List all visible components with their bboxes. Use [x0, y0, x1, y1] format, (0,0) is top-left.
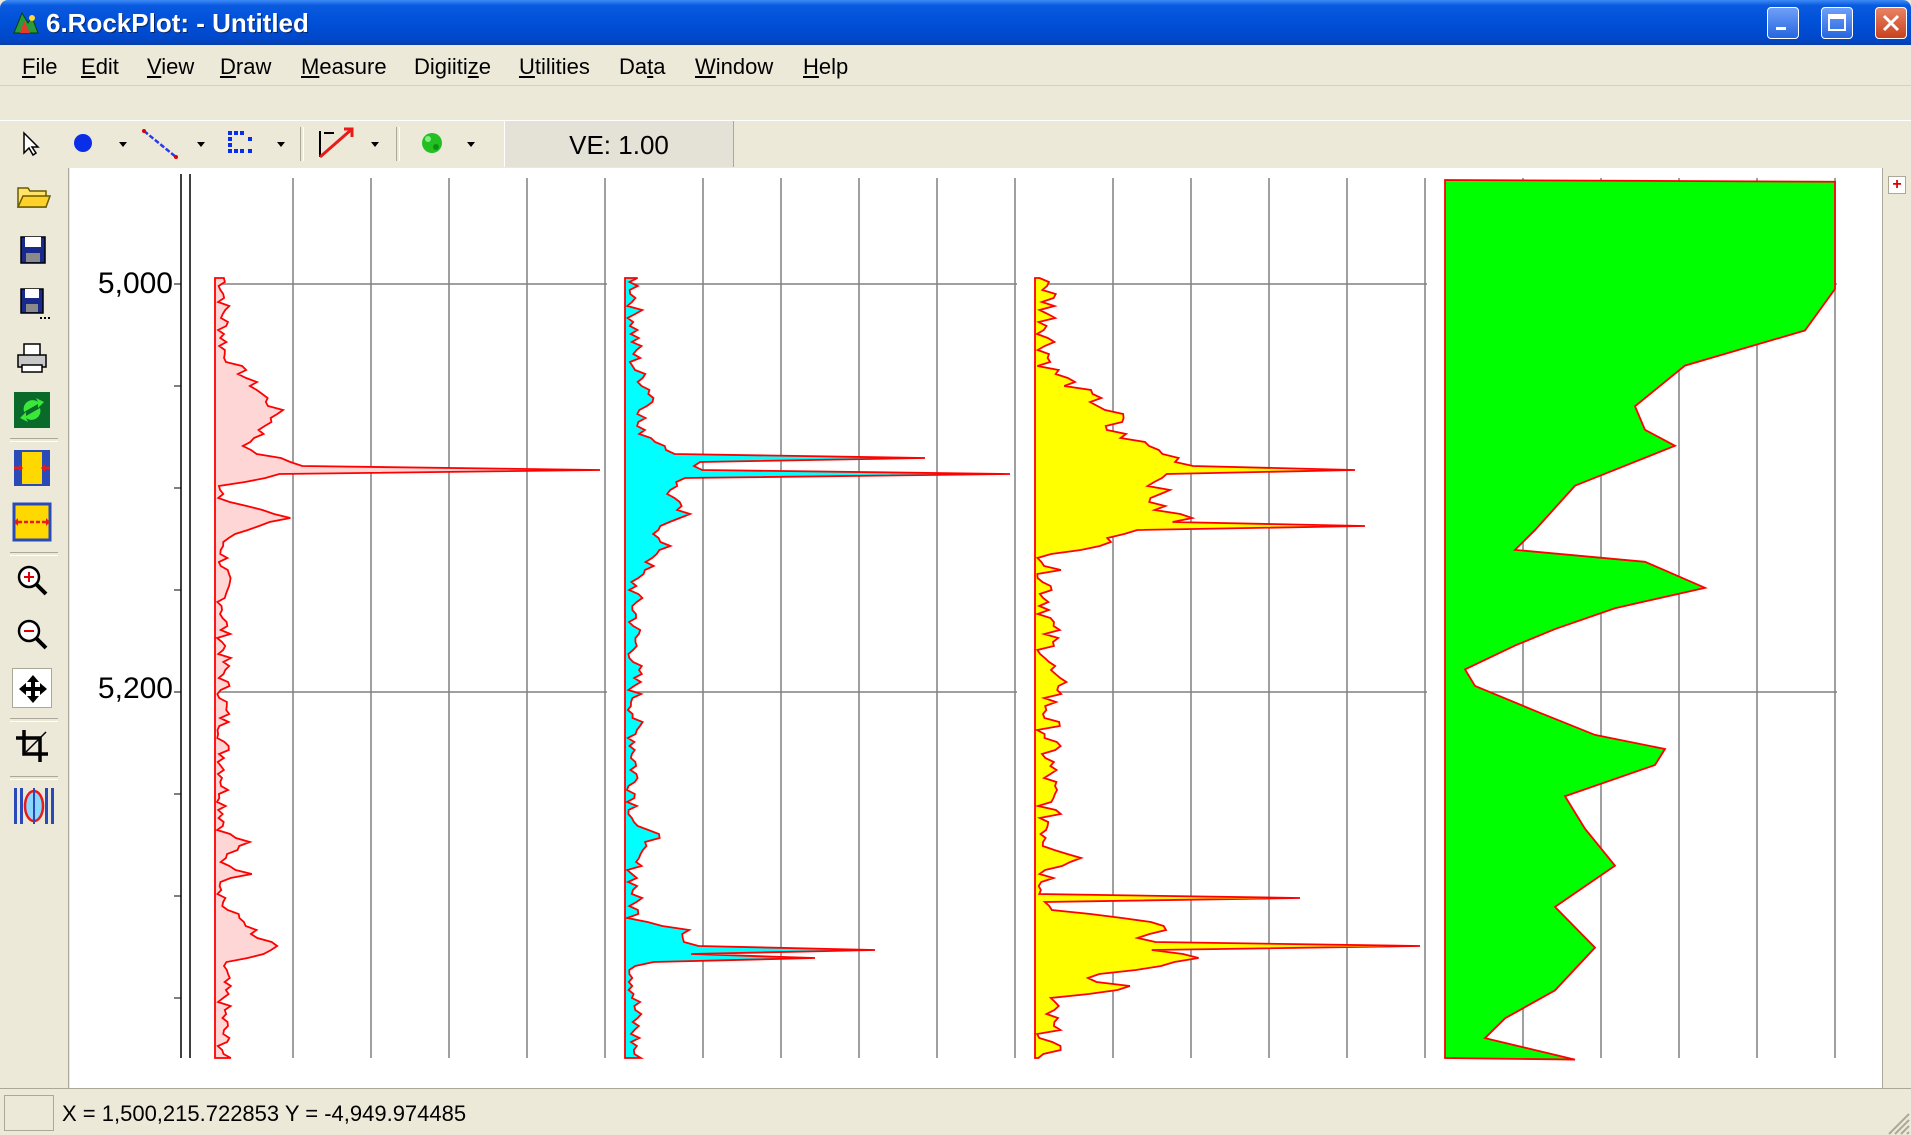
log-tracks	[214, 179, 1836, 1061]
depth-label-5200: 5,200	[98, 672, 173, 705]
fit-width-icon[interactable]	[12, 448, 52, 488]
status-bar: X = 1,500,215.722853 Y = -4,949.974485	[0, 1088, 1911, 1135]
left-toolbar-separator	[10, 438, 58, 442]
menu-mnemonic: M	[301, 54, 320, 79]
track-2-curve	[623, 277, 1011, 1059]
track-4-curve	[1444, 179, 1836, 1061]
select-arrow-icon[interactable]	[16, 121, 46, 165]
menu-mnemonic: V	[147, 54, 162, 79]
color-dropdown-chevron-down-icon[interactable]	[464, 121, 478, 165]
resize-grip-icon[interactable]	[1881, 1106, 1911, 1135]
draw-pen-icon[interactable]	[314, 121, 358, 165]
grid-lines	[215, 178, 1837, 1058]
menu-mnemonic: W	[695, 54, 716, 79]
menu-mnemonic: F	[22, 54, 36, 79]
grid-dropdown-chevron-down-icon[interactable]	[274, 121, 288, 165]
menu-edit[interactable]: Edit	[81, 54, 119, 79]
left-toolbar-separator	[10, 552, 58, 556]
right-scroll-strip: +	[1882, 168, 1911, 1088]
zoom-out-icon[interactable]	[12, 614, 52, 654]
depth-axis: 5,000 5,200	[98, 174, 191, 1058]
vertical-exaggeration-box[interactable]: VE: 1.00	[504, 121, 734, 167]
toolbar-separator	[396, 127, 400, 161]
vertical-exaggeration-label: VE: 1.00	[569, 130, 669, 160]
close-icon	[1882, 14, 1900, 32]
menu-bar: File Edit View Draw Measure Digiitize Ut…	[0, 45, 1911, 86]
pan-button[interactable]	[12, 668, 52, 708]
point-dropdown-chevron-down-icon[interactable]	[116, 121, 130, 165]
status-coordinates: X = 1,500,215.722853 Y = -4,949.974485	[62, 1101, 467, 1126]
toolbar-separator	[300, 127, 304, 161]
menu-digitize[interactable]: Digiitize	[414, 54, 492, 79]
color-fill-icon[interactable]	[414, 121, 450, 165]
menu-utilities[interactable]: Utilities	[519, 54, 590, 79]
maximize-button[interactable]	[1821, 7, 1853, 39]
menu-data[interactable]: Data	[619, 54, 666, 79]
well-log-plot: 5,000 5,200	[98, 174, 1837, 1061]
refresh-icon[interactable]	[12, 390, 52, 430]
left-toolbar-separator	[10, 776, 58, 780]
open-folder-icon[interactable]	[12, 176, 52, 216]
menu-file[interactable]: File	[22, 54, 58, 79]
line-dropdown-chevron-down-icon[interactable]	[194, 121, 208, 165]
grid-points-icon[interactable]	[224, 121, 260, 165]
title-bar[interactable]: 6.RockPlot: - Untitled	[0, 0, 1911, 45]
point-icon[interactable]	[70, 121, 96, 165]
zoom-in-icon[interactable]	[12, 560, 52, 600]
track-1-gamma-curve	[214, 277, 601, 1059]
menu-mnemonic: t	[647, 54, 654, 79]
pan-icon	[19, 675, 47, 703]
rockworks-app-icon	[13, 11, 39, 34]
menu-measure[interactable]: Measure	[301, 54, 387, 79]
track-3-curve	[1034, 277, 1421, 1059]
menu-mnemonic: D	[220, 54, 236, 79]
menu-view[interactable]: View	[147, 54, 195, 79]
menu-draw[interactable]: Draw	[220, 54, 272, 79]
menu-mnemonic: z	[467, 54, 479, 79]
depth-label-5000: 5,000	[98, 267, 173, 300]
menu-help[interactable]: Help	[803, 54, 849, 79]
line-icon[interactable]	[140, 121, 180, 165]
minimize-button[interactable]	[1767, 7, 1799, 39]
menu-mnemonic: U	[519, 54, 535, 79]
crop-icon[interactable]	[12, 726, 52, 766]
close-button[interactable]	[1875, 7, 1907, 39]
minimize-icon	[1776, 27, 1786, 30]
maximize-icon	[1828, 14, 1846, 31]
left-toolbar-separator	[10, 718, 58, 722]
fit-page-icon[interactable]	[12, 502, 52, 542]
left-toolbar	[0, 168, 69, 1090]
borehole-icon[interactable]	[10, 786, 58, 826]
status-pane	[4, 1095, 54, 1131]
plot-canvas[interactable]: 5,000 5,200	[70, 168, 1882, 1088]
toolbar: VE: 1.00	[0, 120, 1911, 168]
save-icon[interactable]	[12, 230, 52, 270]
menu-mnemonic: E	[81, 54, 96, 79]
menu-window[interactable]: Window	[695, 54, 774, 79]
window-title: 6.RockPlot: - Untitled	[46, 8, 309, 38]
print-icon[interactable]	[12, 338, 52, 378]
pen-dropdown-chevron-down-icon[interactable]	[368, 121, 382, 165]
expand-plus-button[interactable]: +	[1888, 176, 1906, 194]
menu-mnemonic: H	[803, 54, 819, 79]
save-as-icon[interactable]	[12, 284, 52, 324]
